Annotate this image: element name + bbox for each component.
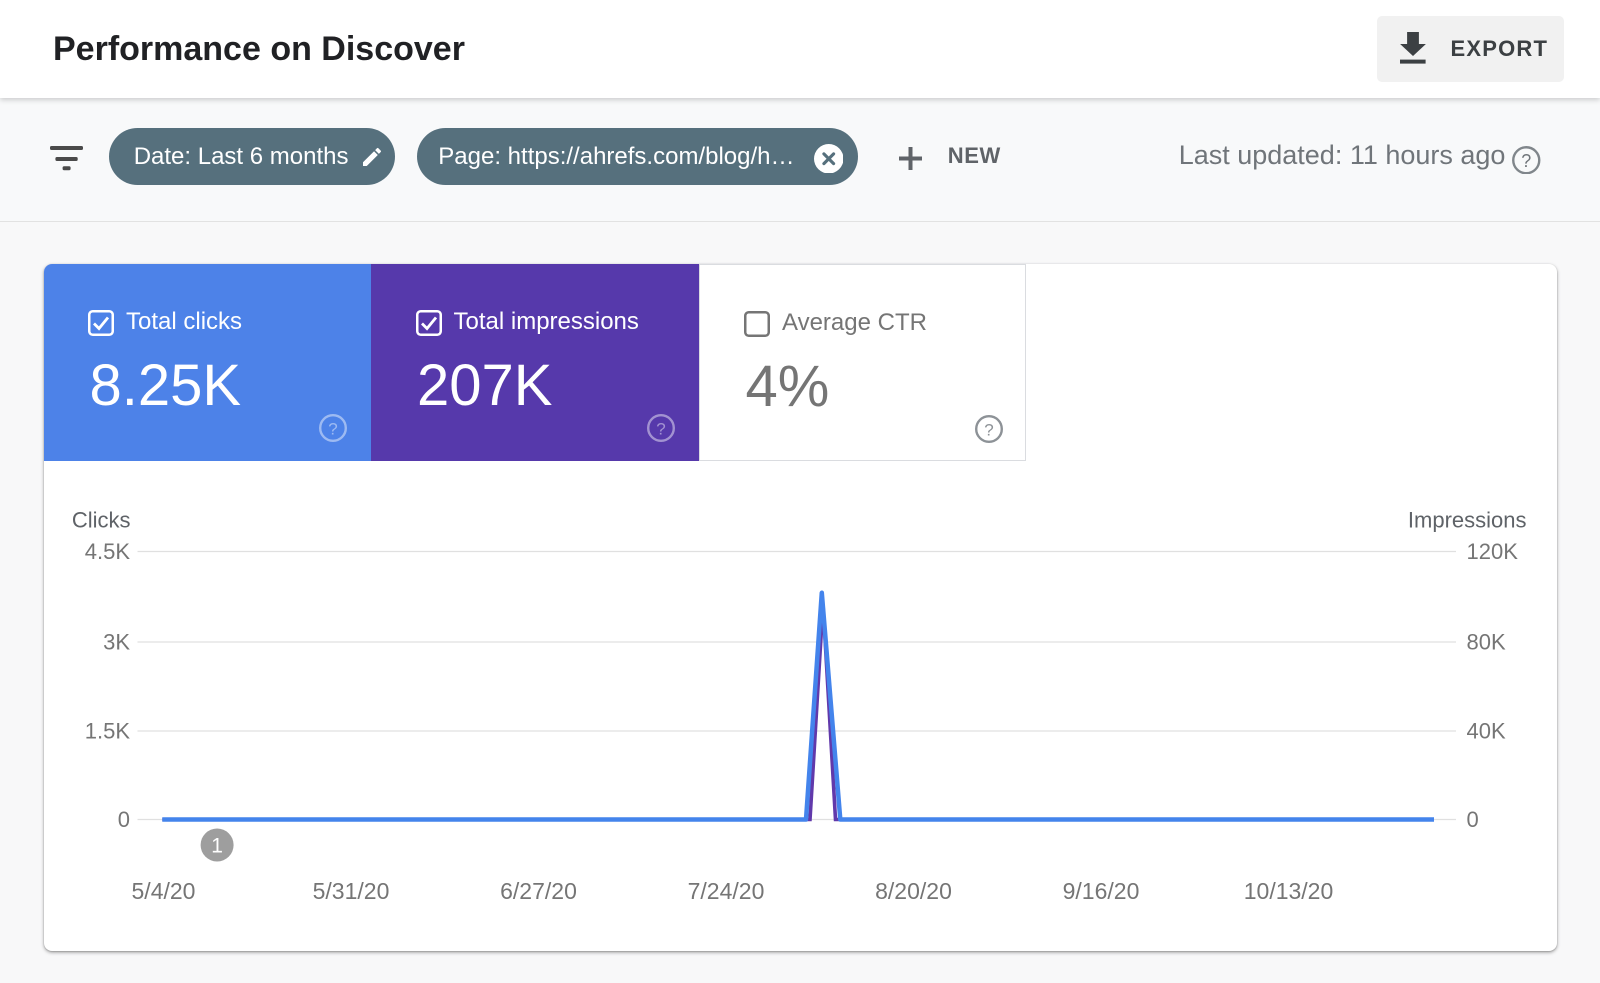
svg-text:1: 1 bbox=[211, 835, 223, 858]
svg-text:9/16/20: 9/16/20 bbox=[1062, 878, 1139, 904]
svg-text:80K: 80K bbox=[1466, 630, 1505, 655]
svg-text:?: ? bbox=[656, 419, 665, 438]
svg-text:7/24/20: 7/24/20 bbox=[687, 878, 764, 904]
svg-text:5/31/20: 5/31/20 bbox=[312, 878, 389, 904]
svg-text:10/13/20: 10/13/20 bbox=[1243, 878, 1333, 904]
svg-text:1.5K: 1.5K bbox=[84, 719, 130, 744]
svg-text:?: ? bbox=[984, 420, 993, 439]
svg-text:6/27/20: 6/27/20 bbox=[500, 878, 577, 904]
svg-text:3K: 3K bbox=[103, 630, 130, 655]
svg-text:Clicks: Clicks bbox=[71, 508, 130, 533]
svg-text:0: 0 bbox=[117, 807, 129, 832]
svg-text:Impressions: Impressions bbox=[1407, 508, 1526, 533]
svg-text:120K: 120K bbox=[1466, 539, 1518, 564]
svg-text:?: ? bbox=[328, 419, 337, 438]
svg-text:?: ? bbox=[1521, 151, 1531, 171]
svg-text:40K: 40K bbox=[1466, 719, 1505, 744]
svg-text:0: 0 bbox=[1466, 807, 1478, 832]
svg-text:8/20/20: 8/20/20 bbox=[875, 878, 952, 904]
svg-text:4.5K: 4.5K bbox=[84, 539, 130, 564]
svg-text:5/4/20: 5/4/20 bbox=[131, 878, 195, 904]
